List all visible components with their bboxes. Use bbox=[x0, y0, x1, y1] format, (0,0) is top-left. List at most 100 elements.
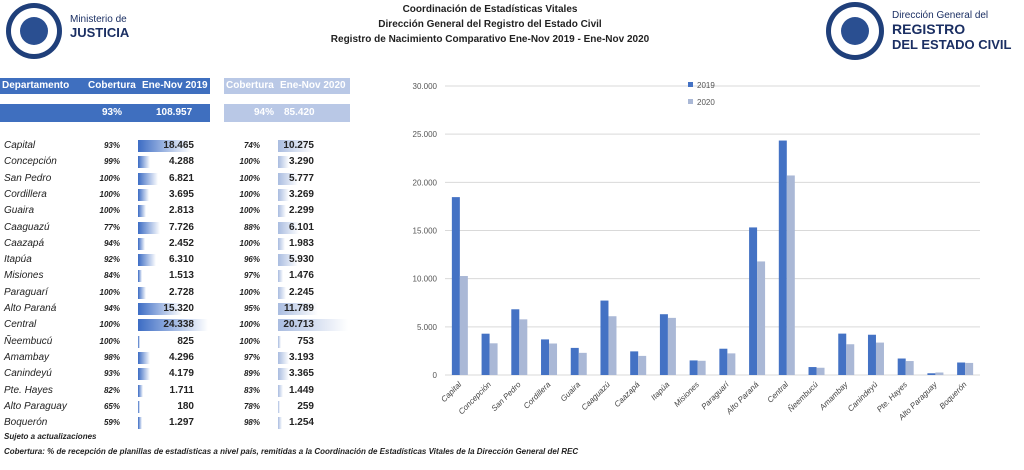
databar-2019 bbox=[138, 368, 151, 381]
value-2019: 1.513 bbox=[168, 270, 194, 282]
coverage-2019: 82% bbox=[103, 385, 120, 395]
databar-2020 bbox=[278, 303, 318, 315]
total-value-2019: 108.957 bbox=[156, 107, 193, 118]
col-ene-nov-2020: Ene-Nov 2020 bbox=[280, 80, 346, 91]
department-name: Boquerón bbox=[4, 417, 48, 429]
col-cobertura-2020: Cobertura bbox=[226, 80, 274, 91]
coverage-2020: 100% bbox=[239, 173, 260, 183]
coverage-2020: 97% bbox=[243, 271, 260, 281]
value-2020: 1.476 bbox=[288, 270, 314, 282]
value-2020: 2.299 bbox=[288, 205, 314, 217]
bar-2020 bbox=[846, 344, 855, 375]
value-2020: 259 bbox=[297, 400, 314, 412]
y-tick-label: 0 bbox=[433, 371, 438, 380]
ministry-seal-logo bbox=[6, 3, 62, 59]
registry-label: Dirección General del bbox=[892, 10, 989, 21]
value-2020: 3.193 bbox=[288, 351, 314, 363]
databar-2020 bbox=[278, 237, 285, 250]
databar-2019 bbox=[138, 237, 146, 250]
value-2020: 5.777 bbox=[288, 172, 314, 184]
department-name: Central bbox=[4, 319, 37, 331]
bar-2020 bbox=[578, 352, 587, 375]
department-name: Guaira bbox=[4, 205, 35, 217]
databar-2019 bbox=[138, 172, 158, 185]
x-tick-label: Boquerón bbox=[938, 380, 969, 411]
coverage-2019: 100% bbox=[99, 206, 120, 216]
coverage-2019: 100% bbox=[99, 189, 120, 199]
bar-2020 bbox=[727, 353, 736, 375]
coverage-2020: 100% bbox=[239, 206, 260, 216]
databar-2019 bbox=[138, 351, 151, 364]
note-coverage: Cobertura: % de recepción de planillas d… bbox=[4, 447, 579, 456]
bar-2019 bbox=[808, 367, 817, 375]
total-row-2019: 93% 108.957 bbox=[0, 104, 210, 122]
value-2019: 180 bbox=[177, 400, 194, 412]
title-coordination: Coordinación de Estadísticas Vitales bbox=[402, 4, 578, 15]
bar-2020 bbox=[965, 362, 974, 375]
x-tick-label: Capital bbox=[439, 380, 463, 404]
registry-name-line2: DEL ESTADO CIVIL bbox=[892, 37, 1012, 52]
table-header-2019: Departamento Cobertura Ene-Nov 2019 bbox=[0, 78, 210, 94]
value-2019: 2.813 bbox=[168, 205, 194, 217]
department-name: Cordillera bbox=[4, 188, 47, 200]
department-name: Misiones bbox=[4, 270, 44, 282]
databar-2020 bbox=[278, 319, 348, 332]
bar-2020 bbox=[905, 361, 914, 375]
coverage-2019: 93% bbox=[103, 369, 120, 379]
coverage-2020: 100% bbox=[239, 189, 260, 199]
coverage-2019: 94% bbox=[103, 304, 120, 313]
col-cobertura-2019: Cobertura bbox=[88, 80, 136, 91]
y-tick-label: 30.000 bbox=[413, 82, 438, 91]
coverage-2020: 100% bbox=[239, 238, 260, 248]
databar-2020 bbox=[278, 351, 289, 364]
coverage-2020: 100% bbox=[239, 336, 260, 346]
databar-2020 bbox=[278, 270, 283, 283]
bar-2020 bbox=[667, 317, 676, 375]
department-name: Canindeyú bbox=[4, 368, 52, 380]
coverage-2020: 96% bbox=[243, 255, 260, 265]
value-2019: 3.695 bbox=[168, 188, 194, 200]
x-tick-label: Itapúa bbox=[649, 380, 671, 402]
registry-seal-logo bbox=[826, 2, 884, 60]
value-2019: 24.338 bbox=[163, 319, 194, 331]
coverage-2020: 97% bbox=[243, 352, 260, 362]
value-2019: 7.726 bbox=[168, 221, 194, 233]
y-tick-label: 5.000 bbox=[417, 323, 438, 332]
bar-2019 bbox=[659, 314, 668, 375]
value-2020: 2.245 bbox=[288, 286, 314, 298]
title-report: Registro de Nacimiento Comparativo Ene-N… bbox=[330, 34, 650, 45]
x-tick-label: Misiones bbox=[672, 380, 701, 409]
coverage-2019: 100% bbox=[99, 173, 120, 183]
x-tick-label: Central bbox=[766, 380, 791, 405]
bar-2020 bbox=[816, 367, 825, 375]
value-2020: 11.789 bbox=[283, 303, 314, 314]
coverage-2019: 100% bbox=[99, 287, 120, 297]
bar-2019 bbox=[511, 309, 520, 375]
value-2020: 20.713 bbox=[283, 319, 314, 331]
databar-2019 bbox=[138, 400, 140, 413]
databar-2019 bbox=[138, 205, 147, 218]
databar-2020 bbox=[278, 156, 290, 169]
x-tick-label: Guaira bbox=[559, 380, 583, 404]
databar-2020 bbox=[278, 221, 299, 234]
value-2019: 4.179 bbox=[168, 368, 194, 380]
bar-2019 bbox=[897, 358, 906, 375]
coverage-2019: 84% bbox=[103, 271, 120, 281]
bar-2020 bbox=[786, 175, 795, 375]
bar-2019 bbox=[630, 351, 639, 375]
bar-2020 bbox=[757, 261, 766, 375]
department-name: Paraguarí bbox=[4, 286, 48, 298]
value-2019: 2.452 bbox=[168, 237, 194, 249]
bar-2019 bbox=[957, 362, 966, 375]
x-tick-label: Caazapá bbox=[613, 380, 642, 409]
coverage-2020: 88% bbox=[243, 222, 260, 232]
databar-2020 bbox=[278, 417, 283, 430]
table-header-2020: Cobertura Ene-Nov 2020 bbox=[224, 78, 350, 94]
bar-2019 bbox=[838, 333, 847, 375]
x-tick-label: San Pedro bbox=[490, 380, 523, 413]
y-tick-label: 10.000 bbox=[413, 275, 438, 284]
databar-2019 bbox=[138, 254, 157, 267]
coverage-2019: 92% bbox=[103, 255, 120, 265]
title-direction: Dirección General del Registro del Estad… bbox=[378, 19, 602, 30]
department-name: Alto Paraná bbox=[4, 303, 57, 314]
